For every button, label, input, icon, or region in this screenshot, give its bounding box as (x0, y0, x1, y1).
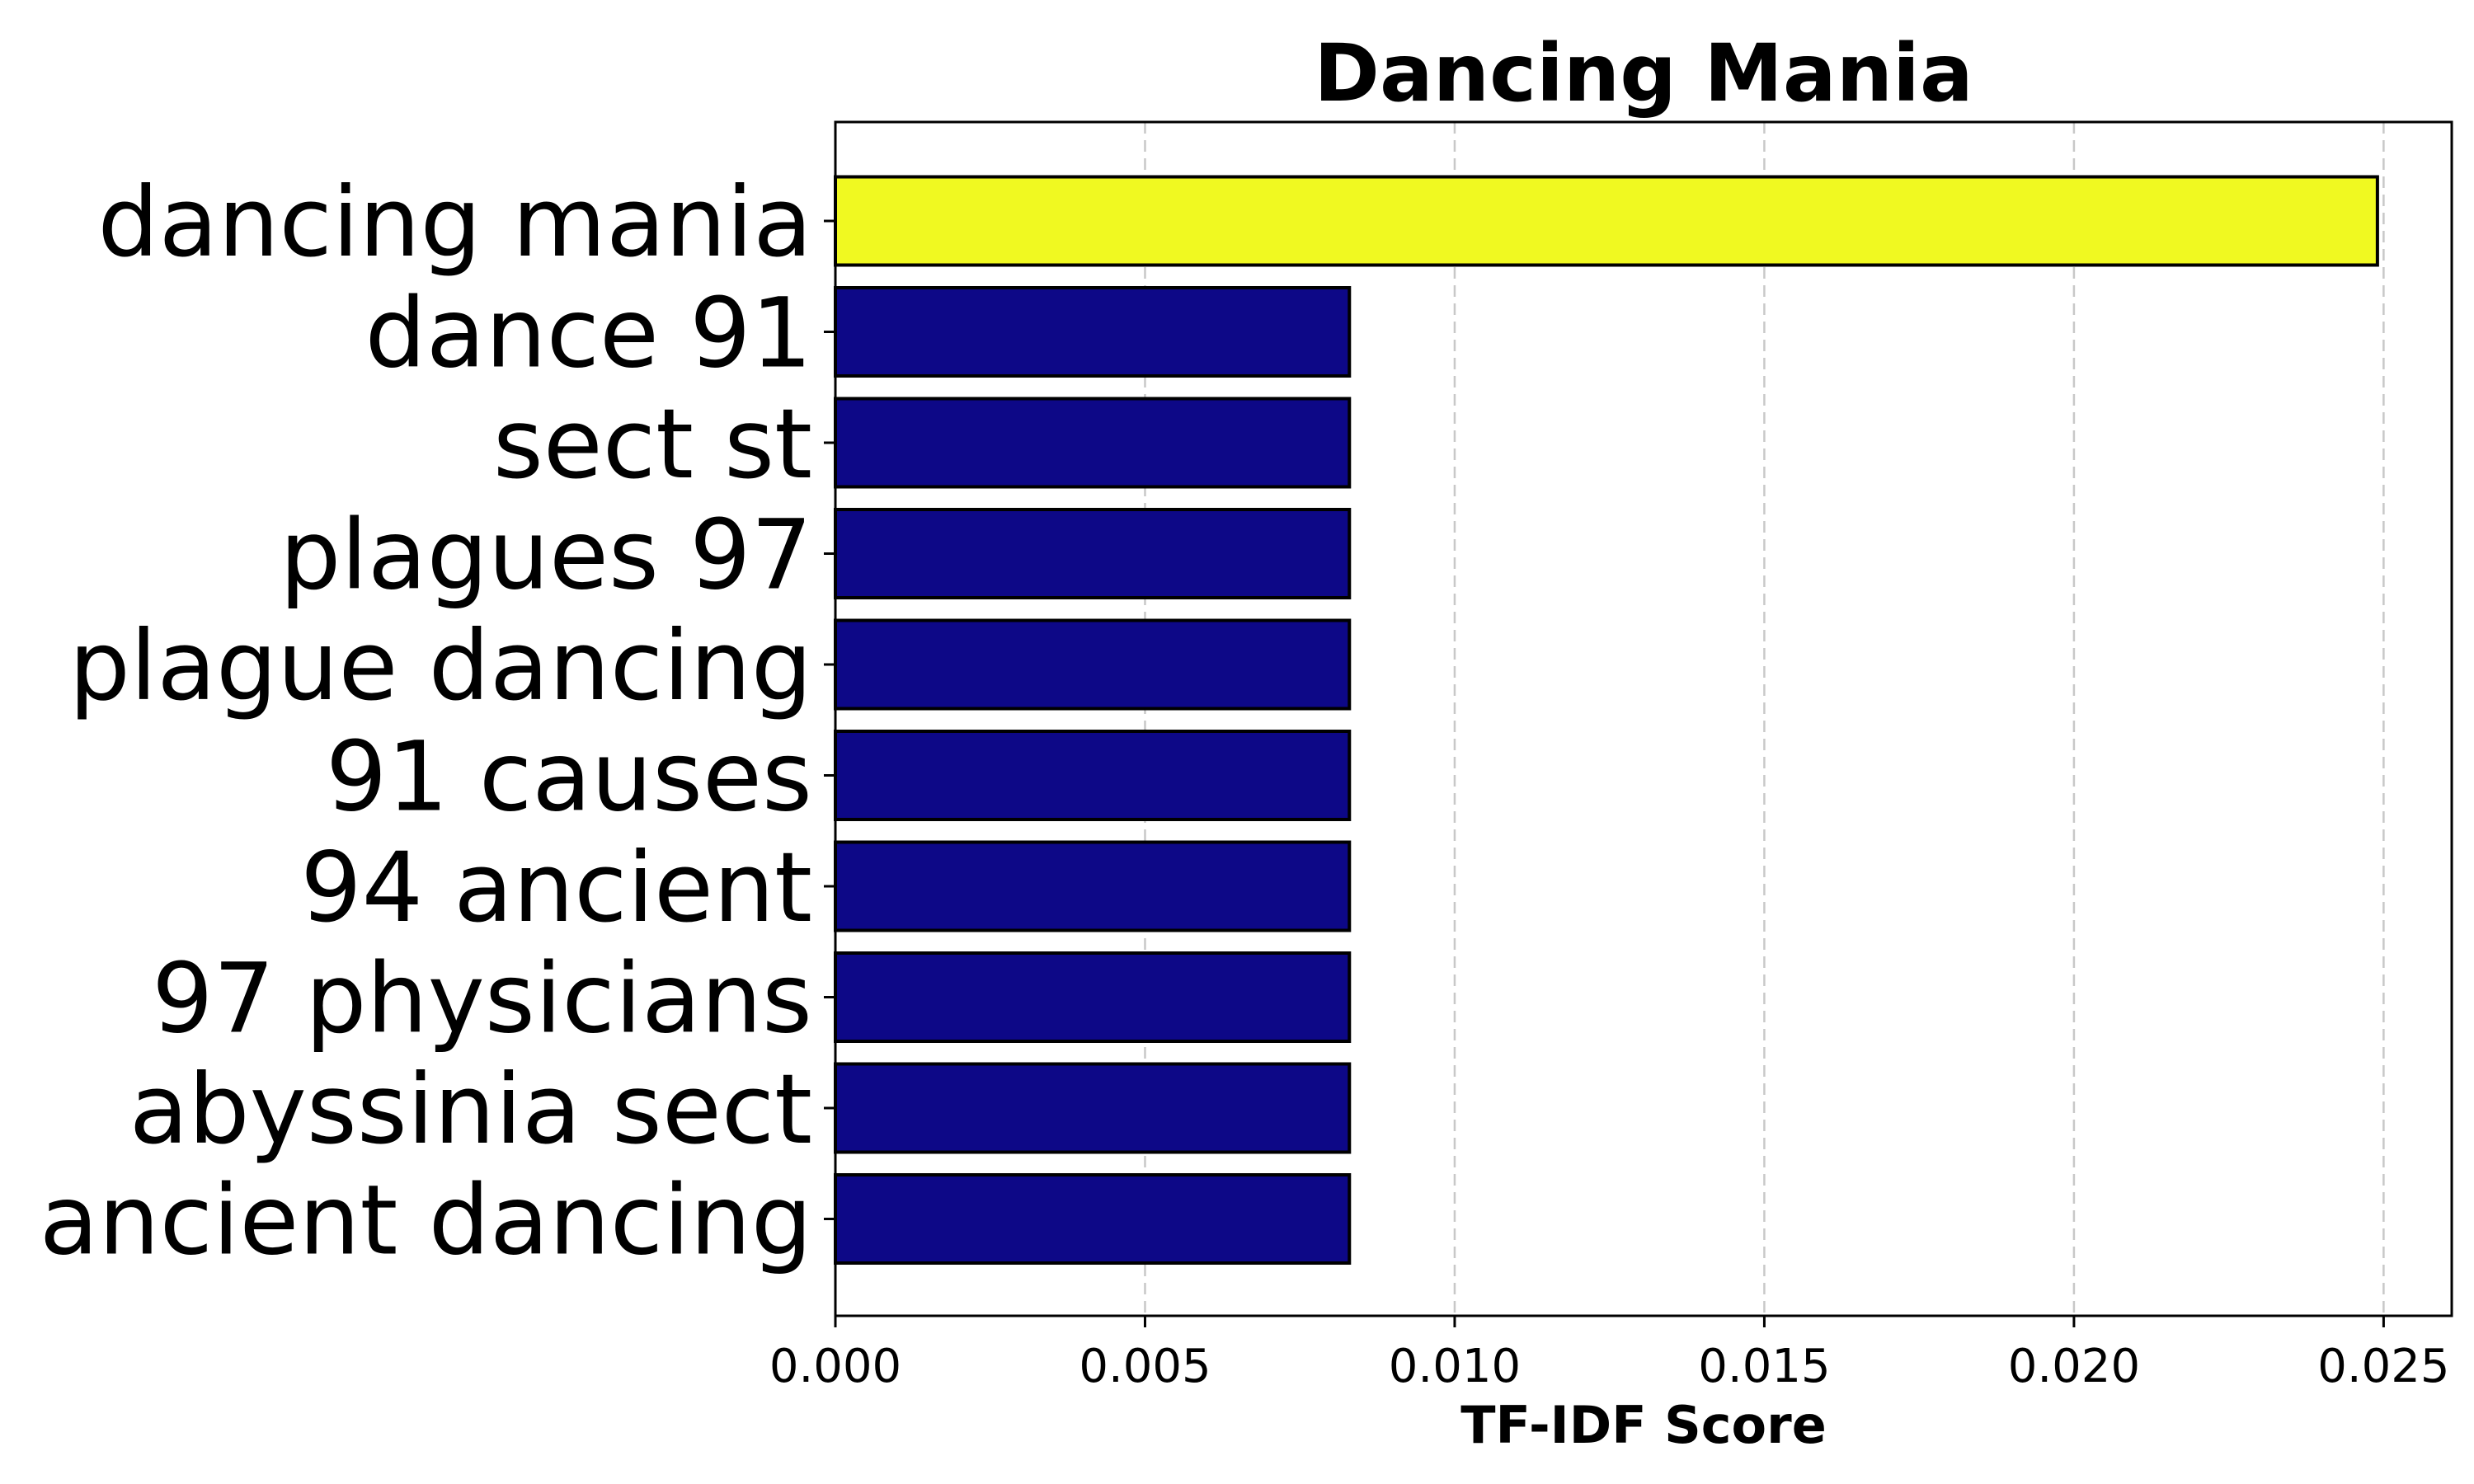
x-tick-label: 0.025 (2317, 1340, 2449, 1393)
plot-frame (834, 120, 2453, 1317)
y-tick-label: 97 physicians (152, 942, 812, 1055)
bar (834, 618, 1352, 711)
y-tick-label: sect st (493, 387, 812, 500)
x-tick-label: 0.005 (1079, 1340, 1211, 1393)
bar (834, 1062, 1352, 1154)
bar (834, 1173, 1352, 1265)
y-tick-label: plague dancing (69, 609, 812, 722)
x-tick-label: 0.015 (1698, 1340, 1830, 1393)
x-tick-label: 0.020 (2008, 1340, 2140, 1393)
bar (834, 840, 1352, 932)
chart-title: Dancing Mania (1314, 27, 1973, 120)
x-tick-labels: 0.000 0.005 0.010 0.015 0.020 0.025 (769, 1316, 2450, 1393)
bars (834, 175, 2379, 1265)
y-tick-label: abyssinia sect (129, 1053, 812, 1166)
x-axis-label: TF-IDF Score (1460, 1395, 1827, 1455)
y-tick-label: ancient dancing (40, 1164, 812, 1277)
y-tick-label: dance 91 (365, 277, 813, 390)
bar (834, 286, 1352, 378)
bar (834, 397, 1352, 489)
x-tick-label: 0.010 (1389, 1340, 1521, 1393)
bar (834, 730, 1352, 821)
y-tick-label: plagues 97 (280, 499, 812, 612)
x-tick-label: 0.000 (769, 1340, 901, 1393)
bar (834, 951, 1352, 1043)
bar (834, 175, 2379, 267)
y-tick-label: 91 causes (326, 721, 812, 834)
y-tick-label: dancing mania (97, 166, 812, 279)
y-tick-label: 94 ancient (300, 831, 812, 944)
bar (834, 508, 1352, 599)
